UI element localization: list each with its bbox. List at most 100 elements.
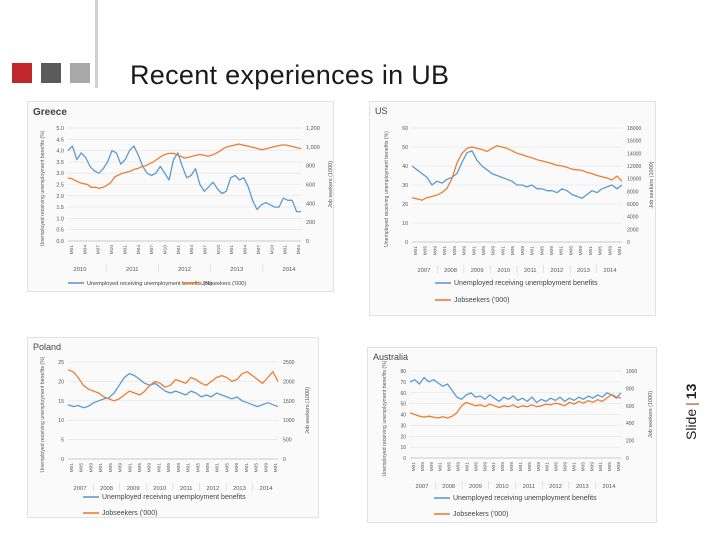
y-right-tick: 6000 <box>627 202 639 208</box>
y-right-tick: 500 <box>283 438 292 444</box>
chart-svg-australia: Australia8070605040302010010008006004002… <box>373 352 654 518</box>
accent-square-dark <box>41 63 61 83</box>
y-right-tick: 12000 <box>627 164 642 170</box>
year-label: 2010 <box>74 267 87 273</box>
y-left-tick: 0.5 <box>56 228 64 234</box>
x-tick-label: M07 <box>149 245 155 255</box>
y-left-tick: 3.5 <box>56 160 64 166</box>
x-tick-label: M09 <box>491 246 497 256</box>
chart-panel-poland: Poland 25 20 15 10 5 0 2500 2000 1500 1000 500 0 Unem… <box>27 337 319 518</box>
x-tick-label: M07 <box>96 245 102 255</box>
x-tick-label: M01 <box>186 463 192 473</box>
year-label: 2008 <box>444 268 457 274</box>
legend-label: Unemployed receiving unemployment benefi… <box>453 495 597 502</box>
year-label: 2014 <box>603 484 617 490</box>
x-tick-label: M09 <box>462 246 468 256</box>
y-right-tick: 800 <box>626 386 635 392</box>
chart-panel-greece: Greece 5.0 4.5 4.0 3.5 3.0 2.5 2.0 1.5 1.0 0.5 0.0 1… <box>27 101 334 292</box>
legend-label: Unemployed receiving unemployment benefi… <box>87 281 212 287</box>
y-right-tick: 400 <box>626 421 635 427</box>
y-left-tick: 50 <box>402 145 408 151</box>
x-tick-label: M09 <box>536 462 542 472</box>
y-right-tick: 2000 <box>627 227 639 233</box>
x-tick-label: M01 <box>571 462 577 472</box>
y-right-tick: 200 <box>626 439 635 445</box>
x-tick-label: M09 <box>432 246 438 256</box>
x-tick-label: M05 <box>473 462 479 472</box>
year-label: 2010 <box>153 486 166 492</box>
y-right-tick: 600 <box>626 404 635 410</box>
year-label: 2008 <box>442 484 455 490</box>
y-left-tick: 10 <box>400 445 406 451</box>
x-tick-label: M05 <box>447 462 453 472</box>
x-tick-label: M05 <box>166 463 172 473</box>
y-left-tick: 2.0 <box>56 194 64 200</box>
year-label: 2009 <box>471 268 484 274</box>
year-label: 2013 <box>577 268 590 274</box>
x-tick-label: M09 <box>234 463 240 473</box>
x-tick-label: M05 <box>452 246 458 256</box>
x-tick-label: M04 <box>82 245 88 255</box>
y-left-tick: 70 <box>400 380 406 386</box>
y-right-tick: 600 <box>306 183 315 189</box>
y-right-tick: 200 <box>306 220 315 226</box>
x-tick-label: M01 <box>559 246 565 256</box>
x-tick-label: M09 <box>118 463 124 473</box>
year-label: 2011 <box>180 486 192 492</box>
y-left-tick: 1.0 <box>56 216 64 222</box>
x-tick-label: M04 <box>243 245 249 255</box>
y-right-tick: 4000 <box>627 215 639 221</box>
year-label: 2013 <box>576 484 589 490</box>
y-axis-left-label: Unemployed receiving unemployment benefi… <box>40 356 46 472</box>
year-label: 2014 <box>604 268 618 274</box>
y-left-tick: 4.0 <box>56 149 64 155</box>
y-left-tick: 20 <box>400 434 406 440</box>
x-tick-label: M09 <box>429 462 435 472</box>
y-left-tick: 30 <box>402 183 408 189</box>
x-tick-label: M05 <box>598 246 604 256</box>
x-tick-label: M09 <box>147 463 153 473</box>
legend-label: Jobseekers ('000) <box>102 510 157 517</box>
x-tick-label: M01 <box>598 462 604 472</box>
y-left-tick: 0 <box>405 240 408 246</box>
x-tick-label: M01 <box>69 463 75 473</box>
slide-word: Slide <box>683 408 699 440</box>
x-tick-label: M09 <box>509 462 515 472</box>
x-tick-label: M09 <box>589 462 595 472</box>
x-tick-label: M05 <box>420 462 426 472</box>
slide-title: Recent experiences in UB <box>130 60 450 90</box>
chart-svg-greece: Greece 5.0 4.5 4.0 3.5 3.0 2.5 2.0 1.5 1.0 0.5 0.0 1… <box>33 107 334 287</box>
y-left-tick: 1.5 <box>56 205 64 211</box>
y-right-tick: 0 <box>283 457 286 463</box>
y-axis-left-label: Unemployed receiving unemployment benefi… <box>40 130 46 246</box>
x-tick-label: M09 <box>549 246 555 256</box>
year-label: 2008 <box>100 486 113 492</box>
year-label: 2014 <box>260 486 274 492</box>
x-tick-label: M01 <box>122 245 128 255</box>
year-label: 2011 <box>524 268 536 274</box>
x-tick-label: M05 <box>607 462 613 472</box>
x-tick-label: M10 <box>162 245 168 255</box>
y-right-tick: 16000 <box>627 139 642 145</box>
x-tick-label: M01 <box>471 246 477 256</box>
x-tick-label: M07 <box>203 245 209 255</box>
year-label: 2007 <box>416 484 429 490</box>
x-tick-label: M01 <box>500 246 506 256</box>
divider-line <box>95 0 98 88</box>
accent-square-red <box>12 63 32 83</box>
x-tick-label: M10 <box>216 245 222 255</box>
y-right-tick: 14000 <box>627 151 642 157</box>
x-tick-label: M01 <box>545 462 551 472</box>
y-right-tick: 8000 <box>627 189 639 195</box>
y-left-tick: 10 <box>402 221 408 227</box>
x-tick-label: M01 <box>491 462 497 472</box>
year-label: 2011 <box>126 267 138 273</box>
x-tick-label: M01 <box>442 246 448 256</box>
x-tick-label: M05 <box>79 463 85 473</box>
year-label: 2014 <box>283 267 297 273</box>
x-tick-label: M05 <box>554 462 560 472</box>
x-tick-label: M01 <box>69 245 75 255</box>
y-left-tick: 20 <box>402 202 408 208</box>
x-tick-label: M01 <box>530 246 536 256</box>
y-axis-right-label: Job seekers (1000) <box>649 161 655 208</box>
